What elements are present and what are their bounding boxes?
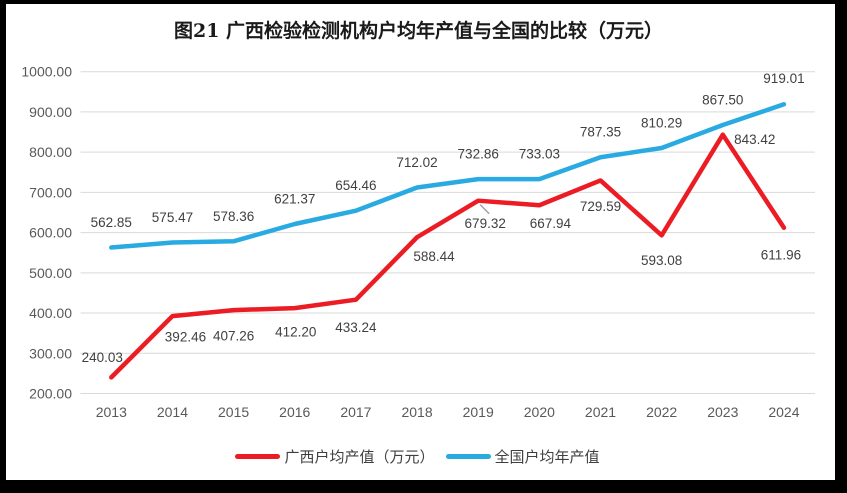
scan-border-top bbox=[0, 0, 847, 4]
data-label: 575.47 bbox=[152, 210, 193, 225]
data-label: 562.85 bbox=[91, 215, 132, 230]
data-label: 578.36 bbox=[213, 209, 254, 224]
data-label: 621.37 bbox=[274, 192, 315, 207]
legend-item-national: 全国户均年产值 bbox=[445, 446, 600, 467]
x-axis-tick-label: 2017 bbox=[340, 404, 371, 420]
y-axis-tick-label: 300.00 bbox=[29, 345, 72, 361]
y-axis-tick-label: 900.00 bbox=[29, 104, 72, 120]
scan-border-left bbox=[0, 0, 6, 493]
data-label: 843.42 bbox=[734, 132, 775, 147]
y-axis-tick-label: 1000.00 bbox=[21, 64, 72, 80]
x-axis-tick-label: 2024 bbox=[768, 404, 799, 420]
data-label: 810.29 bbox=[641, 116, 682, 131]
data-label: 240.03 bbox=[82, 350, 123, 365]
series-line-national bbox=[109, 102, 787, 250]
y-axis-tick-label: 500.00 bbox=[29, 265, 72, 281]
x-axis-tick-label: 2013 bbox=[96, 404, 127, 420]
y-axis-tick-label: 600.00 bbox=[29, 225, 72, 241]
data-label: 733.03 bbox=[519, 147, 560, 162]
chart-title: 图21 广西检验检测机构户均年产值与全国的比较（万元） bbox=[173, 20, 664, 42]
y-axis-tick-label: 200.00 bbox=[29, 386, 72, 402]
data-label: 867.50 bbox=[702, 92, 743, 107]
x-axis-tick-label: 2020 bbox=[524, 404, 555, 420]
x-axis-tick-label: 2019 bbox=[463, 404, 494, 420]
x-axis-tick-label: 2014 bbox=[157, 404, 188, 420]
data-label: 712.02 bbox=[396, 155, 437, 170]
x-axis-tick-label: 2018 bbox=[401, 404, 432, 420]
data-label: 679.32 bbox=[465, 216, 506, 231]
legend-label-national: 全国户均年产值 bbox=[494, 449, 600, 466]
series-line-guangxi bbox=[109, 132, 787, 380]
data-label: 392.46 bbox=[165, 330, 206, 345]
x-axis-tick-label: 2021 bbox=[585, 404, 616, 420]
data-label: 729.59 bbox=[580, 199, 621, 214]
data-label: 732.86 bbox=[458, 147, 499, 162]
data-label: 433.24 bbox=[335, 320, 377, 335]
data-label-callout-line bbox=[479, 204, 490, 215]
data-label: 654.46 bbox=[335, 178, 376, 193]
x-axis-tick-label: 2023 bbox=[707, 404, 738, 420]
data-label: 611.96 bbox=[761, 247, 801, 262]
data-label: 588.44 bbox=[413, 249, 455, 264]
scan-border-right bbox=[835, 0, 847, 493]
legend-line-swatch-national bbox=[445, 454, 491, 459]
x-axis-tick-label: 2022 bbox=[646, 404, 677, 420]
data-label: 593.08 bbox=[641, 253, 682, 268]
y-axis-tick-label: 400.00 bbox=[29, 305, 72, 321]
x-axis-tick-label: 2016 bbox=[279, 404, 310, 420]
data-label: 407.26 bbox=[213, 329, 254, 344]
data-label: 412.20 bbox=[275, 325, 316, 340]
y-axis-tick-label: 800.00 bbox=[29, 144, 72, 160]
data-label: 919.01 bbox=[763, 71, 804, 86]
x-axis-tick-label: 2015 bbox=[218, 404, 249, 420]
chart-legend: 广西户均产值（万元） 全国户均年产值 bbox=[0, 446, 835, 467]
legend-line-swatch-guangxi bbox=[235, 454, 281, 459]
data-label: 667.94 bbox=[530, 216, 572, 231]
legend-label-guangxi: 广西户均产值（万元） bbox=[284, 449, 435, 466]
legend-item-guangxi: 广西户均产值（万元） bbox=[235, 446, 435, 467]
scan-border-bottom bbox=[0, 480, 847, 493]
data-label: 787.35 bbox=[580, 125, 621, 140]
y-axis-tick-label: 700.00 bbox=[29, 184, 72, 200]
